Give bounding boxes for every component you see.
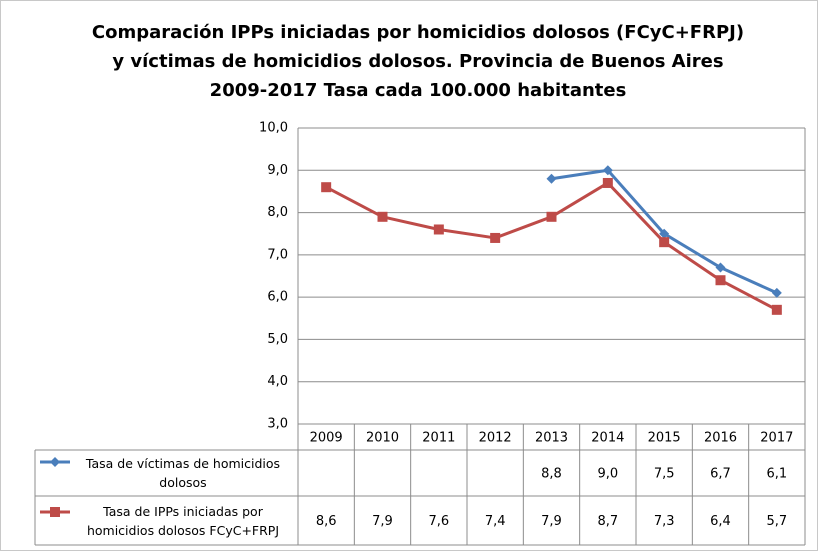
table-value: 8,6 xyxy=(316,514,337,529)
table-value: 5,7 xyxy=(766,514,787,529)
table-value: 6,1 xyxy=(766,467,787,482)
y-tick-label: 7,0 xyxy=(267,247,288,262)
table-value: 7,4 xyxy=(485,514,506,529)
y-tick-label: 4,0 xyxy=(267,374,288,389)
legend-marker xyxy=(50,457,60,467)
point xyxy=(771,287,782,298)
y-tick-label: 6,0 xyxy=(267,290,288,305)
legend-cell: Tasa de IPPs iniciadas por homicidios do… xyxy=(86,503,280,538)
point xyxy=(602,177,613,188)
point xyxy=(546,173,557,184)
point xyxy=(321,182,332,193)
x-tick-label: 2016 xyxy=(704,431,737,446)
table-value: 6,4 xyxy=(710,514,731,529)
x-tick-label: 2010 xyxy=(366,431,399,446)
x-tick-label: 2014 xyxy=(591,431,624,446)
legend-label: Tasa de víctimas de homicidios dolosos xyxy=(85,456,281,490)
x-tick-label: 2011 xyxy=(422,431,455,446)
point xyxy=(659,237,670,248)
point xyxy=(715,262,726,273)
point xyxy=(433,224,444,235)
y-tick-label: 5,0 xyxy=(267,332,288,347)
point xyxy=(377,211,388,222)
table-value: 7,9 xyxy=(372,514,393,529)
table-value: 6,7 xyxy=(710,467,731,482)
legend-cell: Tasa de víctimas de homicidios dolosos xyxy=(85,456,281,490)
table-value: 7,3 xyxy=(654,514,675,529)
x-tick-label: 2015 xyxy=(648,431,681,446)
chart-title: Comparación IPPs iniciadas por homicidio… xyxy=(92,22,744,43)
y-tick-label: 9,0 xyxy=(267,163,288,178)
table-value: 7,5 xyxy=(654,467,675,482)
table-value: 8,7 xyxy=(597,514,618,529)
table-value: 9,0 xyxy=(597,467,618,482)
x-tick-label: 2012 xyxy=(479,431,512,446)
legend-marker xyxy=(50,507,60,517)
chart-title: 2009-2017 Tasa cada 100.000 habitantes xyxy=(210,80,627,101)
table-value: 7,9 xyxy=(541,514,562,529)
point xyxy=(602,165,613,176)
legend-label: Tasa de IPPs iniciadas por homicidios do… xyxy=(86,503,280,538)
x-tick-label: 2009 xyxy=(310,431,343,446)
table-value: 7,6 xyxy=(428,514,449,529)
point xyxy=(490,232,501,243)
y-tick-label: 10,0 xyxy=(259,121,288,136)
y-tick-label: 3,0 xyxy=(267,417,288,432)
point xyxy=(659,228,670,239)
point xyxy=(771,304,782,315)
x-tick-label: 2017 xyxy=(760,431,793,446)
y-tick-label: 8,0 xyxy=(267,205,288,220)
point xyxy=(546,211,557,222)
x-tick-label: 2013 xyxy=(535,431,568,446)
point xyxy=(715,275,726,286)
chart-title: y víctimas de homicidios dolosos. Provin… xyxy=(112,51,723,72)
table-value: 8,8 xyxy=(541,467,562,482)
